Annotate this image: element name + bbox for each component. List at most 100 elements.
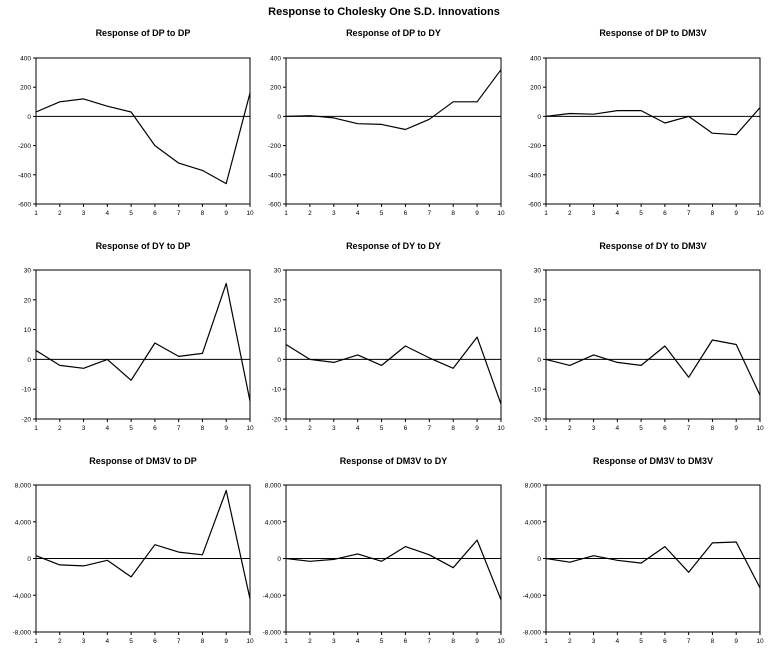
y-tick-label: -10 <box>22 387 32 394</box>
x-tick-label: 4 <box>106 210 110 217</box>
x-tick-label: 8 <box>711 425 715 432</box>
y-tick-label: 0 <box>27 114 31 121</box>
x-tick-label: 2 <box>568 425 572 432</box>
x-tick-label: 4 <box>616 425 620 432</box>
chart-panel-6: Response of DY to DM3V 30 20 10 0 -10 -201 2 3 4 5… <box>532 241 764 432</box>
chart-panel-7: Response of DM3V to DP 8,000 4,000 0 -4,000 -… <box>13 456 254 645</box>
y-tick-label: 20 <box>24 297 32 304</box>
x-tick-label: 10 <box>497 210 505 217</box>
x-tick-label: 7 <box>428 210 432 217</box>
x-tick-label: 9 <box>734 210 738 217</box>
plot-frame <box>545 57 761 205</box>
chart-title: Response of DM3V to DP <box>89 456 197 466</box>
x-tick-label: 2 <box>568 210 572 217</box>
x-tick-label: 8 <box>451 425 455 432</box>
x-tick-label: 8 <box>451 210 455 217</box>
x-tick-label: 1 <box>544 425 548 432</box>
x-tick-label: 5 <box>380 425 384 432</box>
x-tick-label: 3 <box>592 638 596 645</box>
y-tick-label: -20 <box>22 417 32 424</box>
x-tick-label: 7 <box>428 425 432 432</box>
y-tick-label: 20 <box>534 297 542 304</box>
y-tick-label: 0 <box>27 357 31 364</box>
y-tick-label: 4,000 <box>265 519 282 526</box>
y-tick-label: 8,000 <box>525 483 542 490</box>
plot-frame <box>35 269 251 420</box>
chart-title: Response of DM3V to DM3V <box>593 456 713 466</box>
y-tick-label: -200 <box>528 143 541 150</box>
y-tick-label: 8,000 <box>265 483 282 490</box>
x-tick-label: 7 <box>687 638 691 645</box>
x-tick-label: 3 <box>82 210 86 217</box>
y-tick-label: 4,000 <box>525 519 542 526</box>
response-line <box>545 107 761 136</box>
y-tick-label: -10 <box>532 387 542 394</box>
x-tick-label: 1 <box>544 638 548 645</box>
x-tick-label: 10 <box>497 638 505 645</box>
y-tick-label: 200 <box>20 85 31 92</box>
y-tick-label: -20 <box>532 417 542 424</box>
x-tick-label: 6 <box>153 425 157 432</box>
figure-title: Response to Cholesky One S.D. Innovation… <box>268 6 500 18</box>
chart-panel-1: Response of DP to DP4002000-200-400-6001… <box>18 28 254 217</box>
y-tick-label: 30 <box>24 268 32 275</box>
chart-panel-5: Response of DY to DY 30 20 10 0 -10 -201 2 3 4 5 6 7… <box>272 241 505 432</box>
x-tick-label: 2 <box>58 638 62 645</box>
x-tick-label: 6 <box>663 210 667 217</box>
response-line <box>35 489 251 600</box>
plot-frame <box>35 57 251 205</box>
x-tick-label: 5 <box>129 425 133 432</box>
y-tick-label: 400 <box>20 56 31 63</box>
x-tick-label: 1 <box>34 638 38 645</box>
x-tick-label: 2 <box>568 638 572 645</box>
y-tick-label: 8,000 <box>15 483 32 490</box>
x-tick-label: 1 <box>284 425 288 432</box>
x-tick-label: 3 <box>592 425 596 432</box>
x-tick-label: 4 <box>616 210 620 217</box>
chart-title: Response of DY to DP <box>96 241 191 251</box>
y-tick-label: 0 <box>537 357 541 364</box>
y-tick-label: -8,000 <box>13 630 32 637</box>
x-tick-label: 8 <box>711 210 715 217</box>
x-tick-label: 5 <box>380 210 384 217</box>
chart-title: Response of DM3V to DY <box>340 456 448 466</box>
y-tick-label: -20 <box>272 417 282 424</box>
x-tick-label: 10 <box>756 210 764 217</box>
x-tick-label: 3 <box>82 638 86 645</box>
x-tick-label: 10 <box>497 425 505 432</box>
x-tick-label: 5 <box>639 638 643 645</box>
y-tick-label: -8,000 <box>523 630 542 637</box>
response-line <box>35 282 251 402</box>
y-tick-label: 0 <box>537 556 541 563</box>
response-line <box>285 539 502 601</box>
plot-frame <box>285 57 502 205</box>
chart-title: Response of DP to DM3V <box>599 28 706 38</box>
x-tick-label: 9 <box>224 638 228 645</box>
x-tick-label: 3 <box>82 425 86 432</box>
x-tick-label: 6 <box>153 638 157 645</box>
x-tick-label: 2 <box>308 210 312 217</box>
x-tick-label: 8 <box>201 210 205 217</box>
response-line <box>285 336 502 405</box>
y-tick-label: 10 <box>534 327 542 334</box>
y-tick-label: 0 <box>277 357 281 364</box>
y-tick-label: -4,000 <box>523 593 542 600</box>
x-tick-label: 1 <box>284 210 288 217</box>
x-tick-label: 5 <box>639 210 643 217</box>
x-tick-label: 9 <box>475 425 479 432</box>
response-line <box>545 541 761 589</box>
x-tick-label: 9 <box>734 638 738 645</box>
x-tick-label: 7 <box>177 210 181 217</box>
x-tick-label: 2 <box>308 638 312 645</box>
chart-panel-9: Response of DM3V to DM3V 8,000 4,000 0 -4,00… <box>523 456 764 645</box>
response-line <box>35 92 251 185</box>
x-tick-label: 2 <box>58 210 62 217</box>
x-tick-label: 9 <box>475 638 479 645</box>
x-tick-label: 5 <box>129 638 133 645</box>
x-tick-label: 9 <box>224 425 228 432</box>
y-tick-label: -400 <box>528 172 541 179</box>
x-tick-label: 4 <box>616 638 620 645</box>
chart-panel-3: Response of DP to DM3V 400 200 0 -200 -400 -60… <box>528 28 764 217</box>
y-tick-label: 10 <box>274 327 282 334</box>
